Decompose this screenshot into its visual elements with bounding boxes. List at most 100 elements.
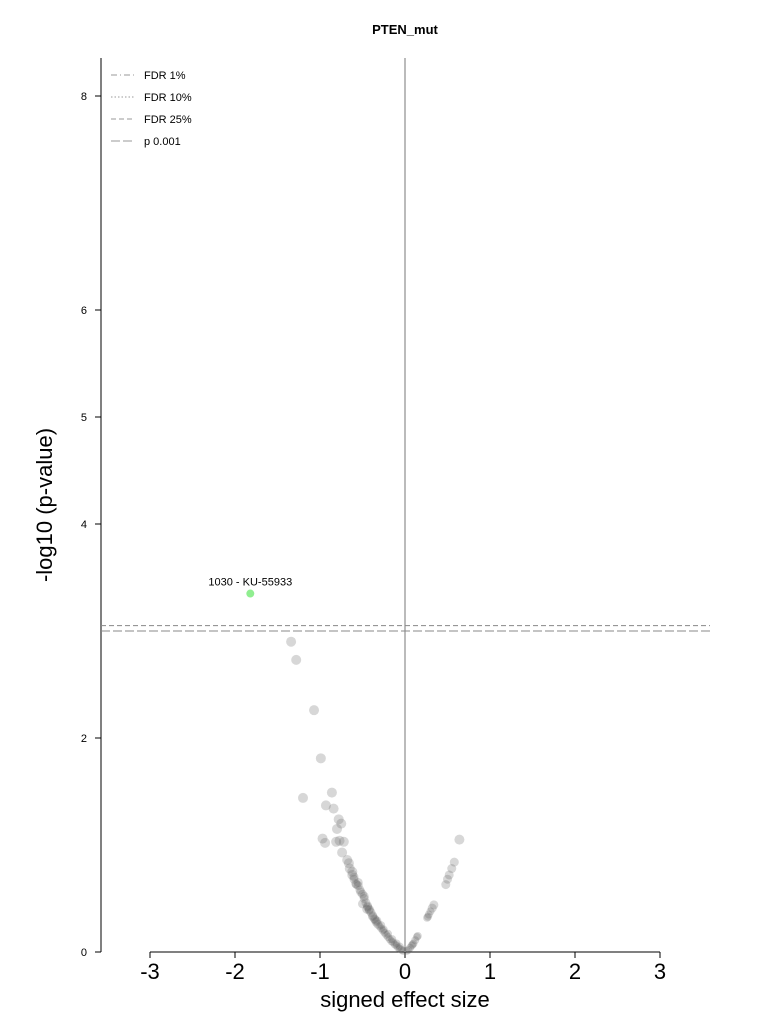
data-point bbox=[344, 863, 355, 874]
x-axis-ticks: -3 -2 -1 0 1 2 3 bbox=[140, 952, 666, 984]
highlighted-data-point bbox=[246, 589, 255, 598]
data-point bbox=[399, 946, 408, 955]
data-point bbox=[375, 922, 384, 931]
y-tick-label: 5 bbox=[81, 412, 87, 424]
data-point bbox=[359, 894, 369, 903]
data-point bbox=[394, 943, 403, 952]
data-point bbox=[336, 818, 347, 829]
data-point bbox=[423, 912, 432, 921]
x-tick-label: 2 bbox=[569, 959, 581, 984]
data-point bbox=[384, 929, 392, 938]
data-point bbox=[444, 870, 454, 880]
legend-entry-label: FDR 10% bbox=[144, 92, 192, 104]
x-tick-label: 3 bbox=[654, 959, 666, 984]
data-point bbox=[291, 654, 302, 665]
data-point bbox=[392, 941, 401, 950]
data-point bbox=[320, 837, 331, 848]
data-point bbox=[342, 854, 353, 865]
y-tick-label: 8 bbox=[81, 91, 87, 103]
data-point bbox=[378, 926, 387, 935]
data-point bbox=[409, 939, 418, 948]
data-point bbox=[356, 887, 366, 897]
data-point bbox=[363, 902, 373, 912]
data-point bbox=[363, 901, 373, 911]
x-axis-label: signed effect size bbox=[320, 987, 490, 1012]
data-point bbox=[377, 924, 386, 933]
data-point bbox=[338, 836, 349, 847]
data-point bbox=[449, 857, 459, 867]
data-point bbox=[358, 889, 367, 899]
data-point bbox=[408, 940, 417, 949]
data-point bbox=[328, 803, 339, 814]
data-point bbox=[413, 931, 422, 940]
data-point bbox=[369, 914, 379, 924]
data-point bbox=[349, 874, 359, 884]
y-axis-label: -log10 (p-value) bbox=[32, 428, 57, 582]
data-point bbox=[412, 933, 421, 942]
threshold-lines bbox=[101, 625, 710, 632]
highlighted-points bbox=[246, 589, 255, 598]
data-point bbox=[347, 866, 358, 877]
data-point bbox=[406, 943, 415, 952]
data-point bbox=[326, 787, 337, 798]
x-tick-label: -3 bbox=[140, 959, 160, 984]
data-point bbox=[352, 880, 362, 890]
data-point bbox=[370, 915, 380, 925]
data-point bbox=[424, 910, 433, 919]
data-point bbox=[426, 907, 435, 916]
data-point bbox=[379, 925, 388, 934]
data-point bbox=[443, 874, 452, 884]
data-point bbox=[385, 935, 394, 944]
data-point bbox=[411, 936, 420, 945]
data-point bbox=[427, 903, 437, 913]
x-tick-label: 0 bbox=[399, 959, 411, 984]
data-points bbox=[286, 636, 465, 955]
data-point bbox=[320, 800, 331, 811]
data-point bbox=[441, 880, 451, 890]
data-point bbox=[353, 881, 363, 891]
data-point bbox=[315, 753, 326, 764]
data-point bbox=[298, 792, 308, 803]
legend: FDR 1% FDR 10% FDR 25% p 0.001 bbox=[111, 70, 192, 148]
data-point bbox=[389, 938, 398, 947]
data-point bbox=[382, 930, 391, 939]
data-point bbox=[333, 814, 344, 825]
data-point bbox=[372, 916, 382, 926]
data-point bbox=[332, 823, 342, 834]
data-point bbox=[395, 944, 404, 953]
legend-entry-label: p 0.001 bbox=[144, 136, 181, 148]
data-point bbox=[347, 869, 358, 880]
data-point bbox=[397, 945, 406, 954]
point-annotations: 1030 - KU-55933 bbox=[208, 577, 292, 589]
data-point bbox=[331, 836, 342, 847]
data-point bbox=[447, 864, 457, 874]
data-point bbox=[358, 899, 367, 909]
data-point bbox=[359, 891, 369, 901]
data-point bbox=[390, 940, 399, 949]
data-point bbox=[364, 904, 374, 914]
legend-entry-label: FDR 1% bbox=[144, 70, 186, 82]
data-point bbox=[317, 833, 328, 844]
point-annotation: 1030 - KU-55933 bbox=[208, 577, 292, 589]
data-point bbox=[392, 939, 401, 948]
data-point bbox=[407, 941, 416, 950]
data-point bbox=[343, 858, 354, 869]
data-point bbox=[377, 921, 386, 930]
data-point bbox=[395, 942, 404, 951]
x-tick-label: -2 bbox=[225, 959, 245, 984]
data-point bbox=[355, 885, 365, 895]
legend-entry-label: FDR 25% bbox=[144, 114, 192, 126]
y-tick-label: 4 bbox=[81, 519, 87, 531]
data-point bbox=[380, 928, 389, 937]
x-tick-label: 1 bbox=[484, 959, 496, 984]
y-tick-label: 6 bbox=[81, 305, 87, 317]
data-point bbox=[388, 935, 397, 944]
data-point bbox=[384, 933, 392, 942]
data-point bbox=[334, 835, 345, 846]
data-point bbox=[402, 946, 411, 955]
y-tick-label: 0 bbox=[81, 947, 87, 959]
y-axis-ticks: 0 2 4 5 6 8 bbox=[81, 91, 101, 959]
data-point bbox=[366, 907, 376, 917]
data-point bbox=[364, 905, 374, 915]
